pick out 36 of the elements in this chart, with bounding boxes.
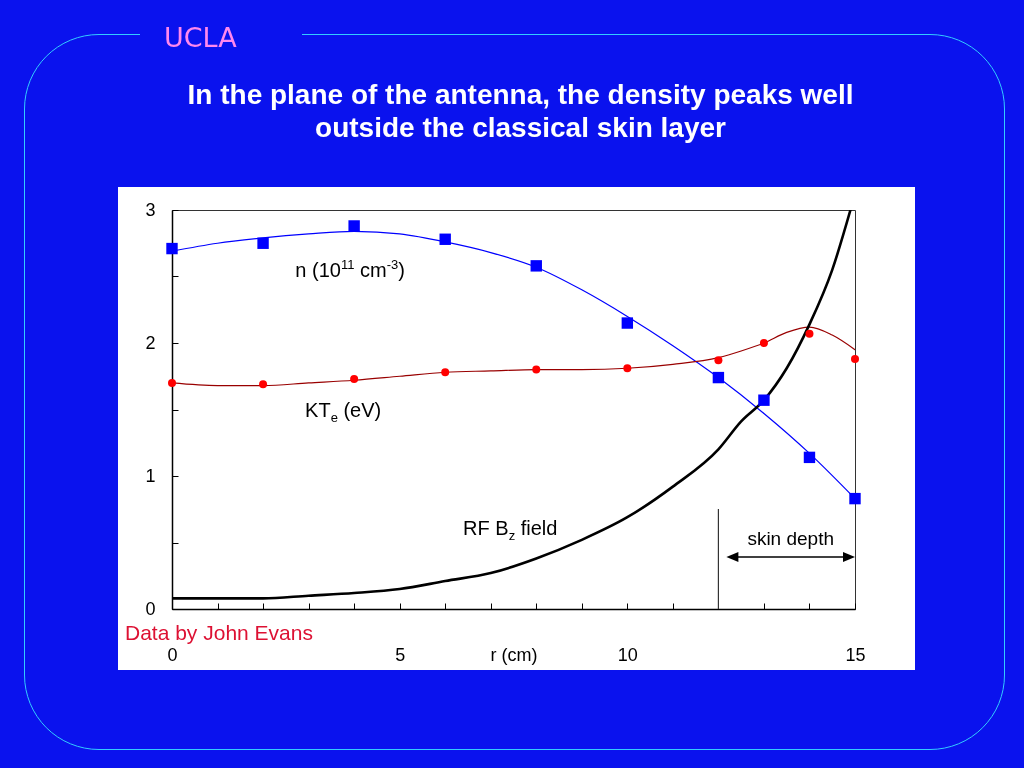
point [530,260,542,272]
x-tick-label: 0 [167,644,178,665]
y-tick-label: 0 [145,598,156,619]
point [168,378,176,387]
point [259,380,268,389]
y-tick-label: 3 [145,199,156,220]
point [712,371,725,384]
point [851,354,859,363]
point [441,368,450,377]
point [803,451,816,464]
series-label: KT$_{e}$ (eV) [305,398,382,425]
text: Data by John Evans [125,621,313,644]
ref-line-label: skin depth [747,527,834,549]
point [623,364,632,373]
x-tick-label: 5 [395,644,406,665]
point [714,356,723,365]
point [439,233,451,245]
chart-title: In the plane of the antenna, the density peaks well outside the classical skin layer [187,79,854,143]
point [350,374,359,383]
y-tick-label: 1 [145,465,156,486]
point [166,242,178,255]
point [348,220,360,232]
point [849,492,861,505]
x-axis-title: r (cm) [490,644,538,665]
point [759,339,768,347]
point [257,237,269,249]
x-tick-label: 10 [617,644,638,665]
y-tick-label: 2 [145,332,156,353]
series-label: RF B$_{z}$ field [463,517,558,544]
point [805,329,814,338]
x-tick-label: 15 [845,644,866,665]
text: UCLA [164,22,237,53]
point [532,365,541,374]
point [758,394,770,406]
series-label: n (10$^{11}$ cm$^{-3}$) [295,257,405,281]
point [621,317,634,329]
